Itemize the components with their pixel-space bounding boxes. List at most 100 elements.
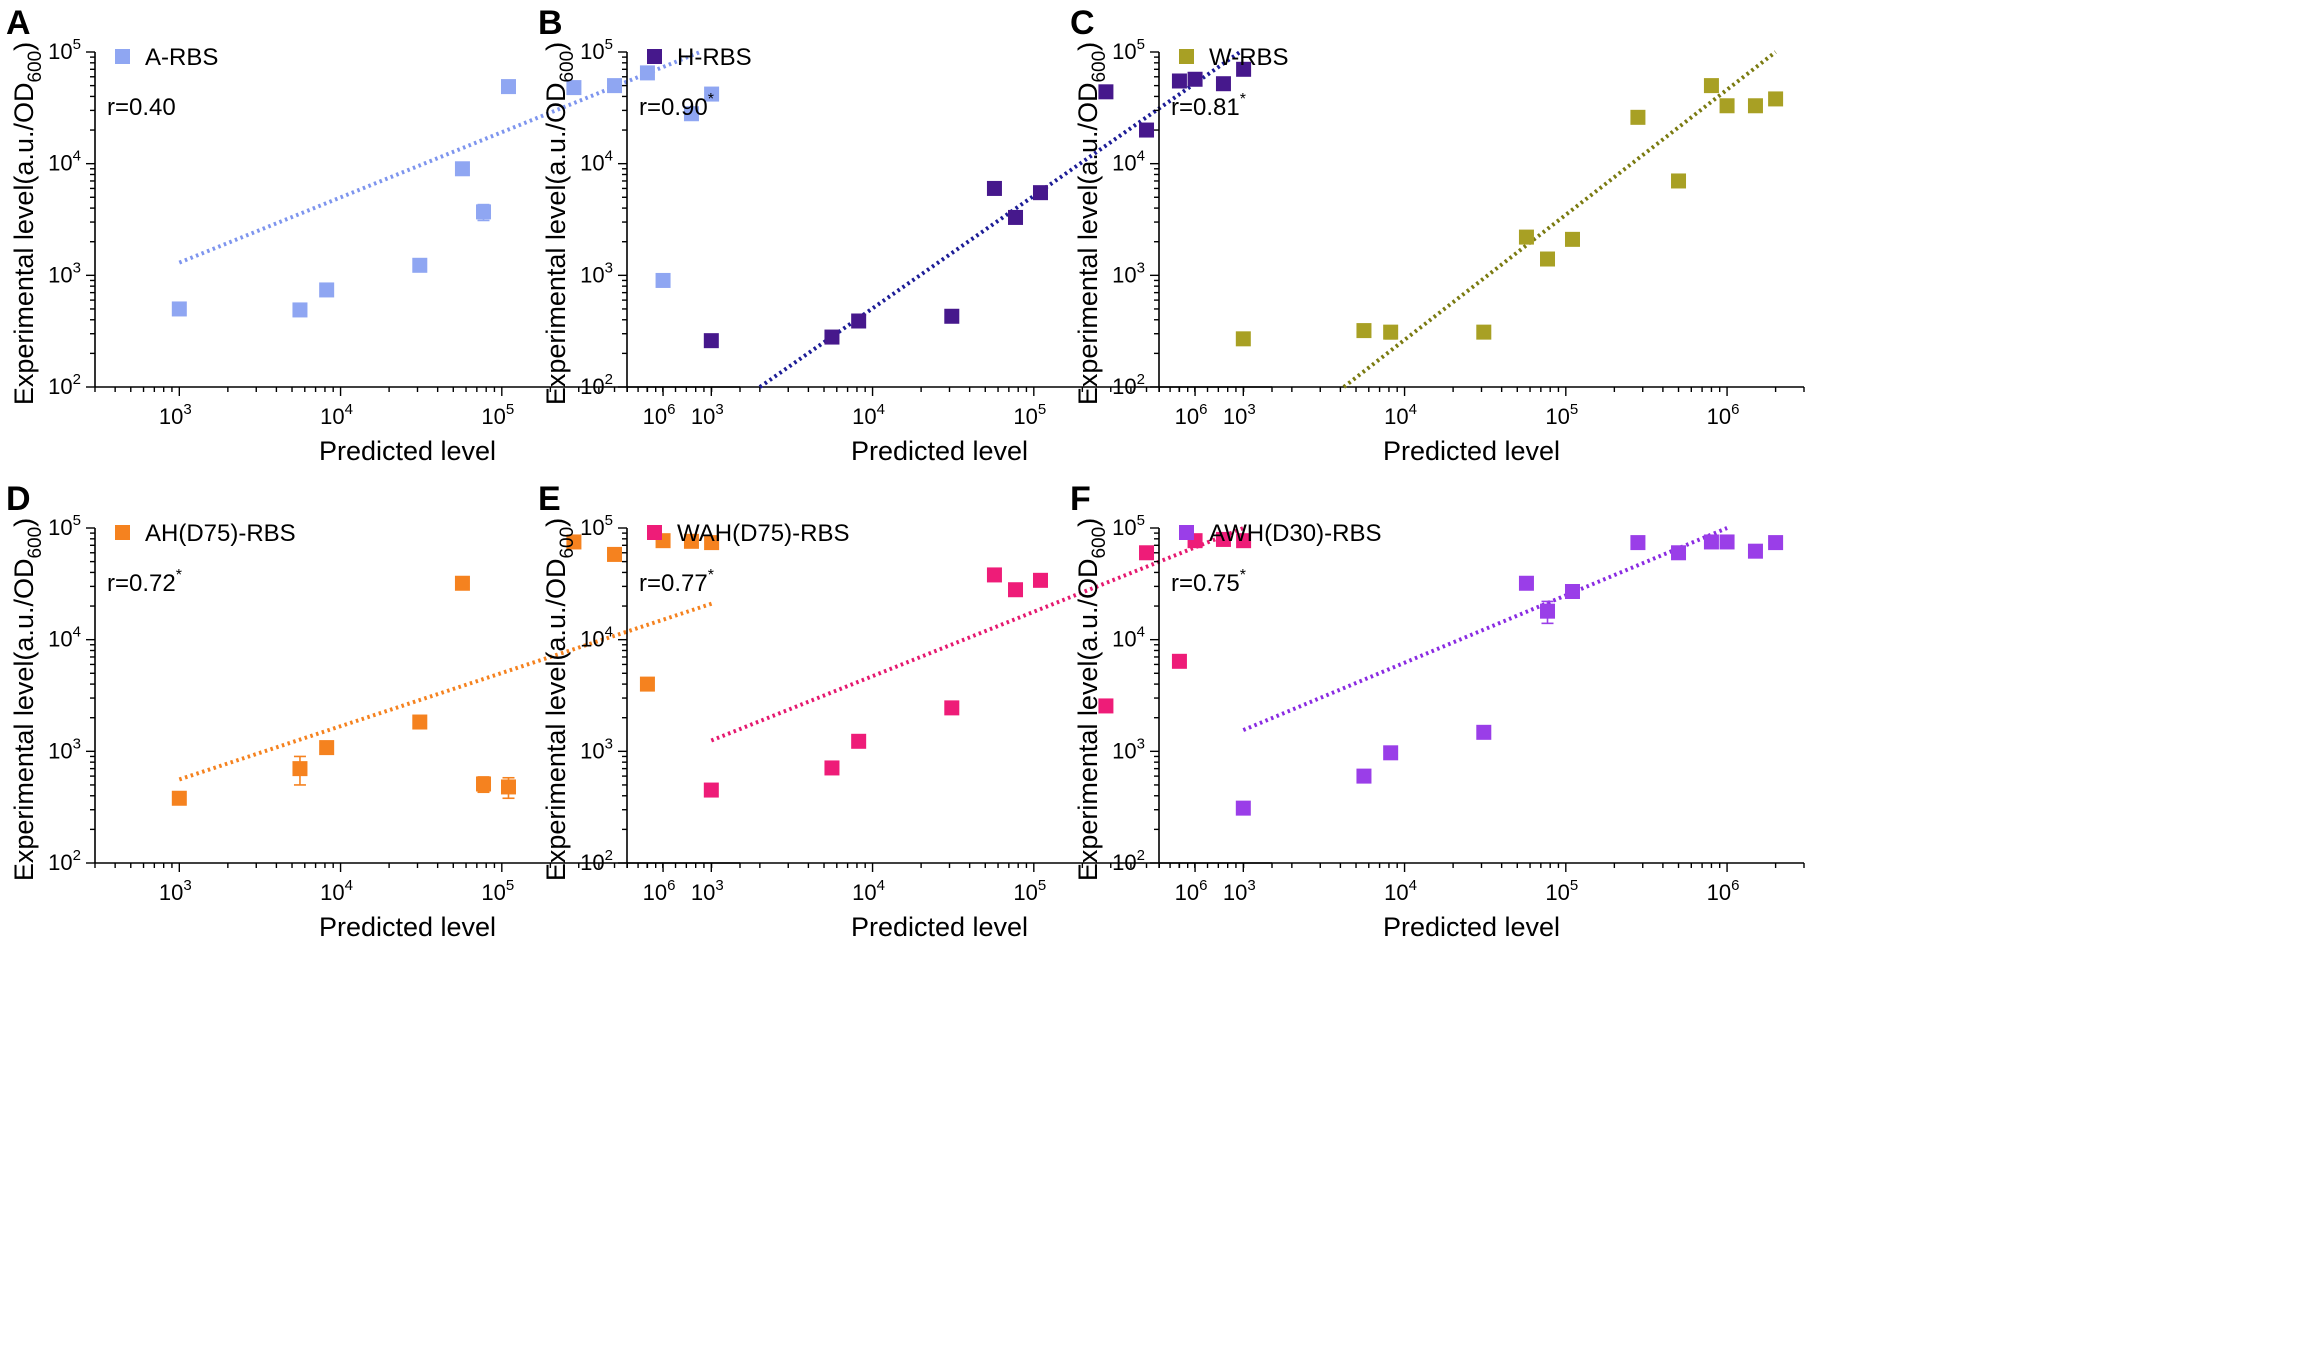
data-point bbox=[1171, 73, 1187, 89]
data-point bbox=[944, 700, 960, 716]
data-point bbox=[292, 302, 308, 318]
y-tick-label: 104 bbox=[1112, 624, 1145, 652]
y-tick-label: 105 bbox=[48, 512, 81, 540]
y-tick-label: 102 bbox=[48, 371, 81, 399]
data-point bbox=[454, 575, 470, 591]
x-tick-label: 106 bbox=[643, 877, 676, 905]
data-point bbox=[704, 86, 720, 102]
legend-marker bbox=[647, 49, 662, 64]
data-point bbox=[476, 204, 492, 220]
y-tick-label: 102 bbox=[580, 371, 613, 399]
chart-svg: 103 104 105 106 102 103 104 105 Predicted level E… bbox=[541, 512, 1273, 942]
x-tick-label: 106 bbox=[1707, 877, 1740, 905]
x-tick-label: 104 bbox=[1384, 877, 1417, 905]
y-tick-label: 102 bbox=[48, 847, 81, 875]
legend-marker bbox=[647, 525, 662, 540]
data-point bbox=[986, 567, 1002, 583]
y-tick-label: 103 bbox=[48, 259, 81, 287]
data-point bbox=[1356, 323, 1372, 339]
data-point bbox=[1139, 122, 1155, 138]
y-axis-label: Experimental level(a.u./OD600) bbox=[541, 42, 578, 405]
data-point bbox=[1008, 209, 1024, 225]
legend-marker bbox=[1179, 49, 1194, 64]
r-value: r=0.90* bbox=[639, 91, 714, 121]
data-point bbox=[319, 740, 335, 756]
x-tick-label: 105 bbox=[481, 877, 514, 905]
y-axis-label: Experimental level(a.u./OD600) bbox=[1073, 518, 1110, 881]
y-tick-label: 103 bbox=[48, 735, 81, 763]
data-point bbox=[1671, 173, 1687, 189]
panel-F: F 103 104 105 106 102 103 104 105 Predicted leve… bbox=[1064, 476, 1836, 1161]
data-point bbox=[412, 257, 428, 273]
data-point bbox=[683, 106, 699, 122]
data-point bbox=[1630, 109, 1646, 125]
x-tick-label: 104 bbox=[852, 877, 885, 905]
data-point bbox=[851, 313, 867, 329]
data-point bbox=[986, 180, 1002, 196]
panel-C: C 103 104 105 106 102 103 104 105 Predicted leve… bbox=[1064, 0, 1836, 685]
data-point bbox=[412, 714, 428, 730]
data-point bbox=[171, 790, 187, 806]
x-tick-label: 105 bbox=[1013, 401, 1046, 429]
y-axis-label: Experimental level(a.u./OD600) bbox=[9, 518, 46, 881]
x-tick-label: 104 bbox=[1384, 401, 1417, 429]
x-tick-label: 106 bbox=[1175, 877, 1208, 905]
legend-label: W-RBS bbox=[1209, 44, 1289, 71]
x-tick-label: 106 bbox=[1707, 401, 1740, 429]
y-tick-label: 105 bbox=[48, 36, 81, 64]
data-point bbox=[1098, 84, 1114, 100]
x-tick-label: 105 bbox=[1545, 877, 1578, 905]
y-tick-label: 102 bbox=[1112, 371, 1145, 399]
data-point bbox=[1235, 331, 1251, 347]
data-point bbox=[1540, 603, 1556, 619]
x-tick-label: 104 bbox=[852, 401, 885, 429]
data-point bbox=[1518, 575, 1534, 591]
data-point bbox=[319, 282, 335, 298]
legend-marker bbox=[1179, 525, 1194, 540]
data-point bbox=[1630, 535, 1646, 551]
data-point bbox=[292, 761, 308, 777]
y-axis-label: Experimental level(a.u./OD600) bbox=[9, 42, 46, 405]
data-point bbox=[655, 272, 671, 288]
data-point bbox=[607, 546, 623, 562]
x-tick-label: 103 bbox=[691, 877, 724, 905]
y-tick-label: 105 bbox=[1112, 512, 1145, 540]
data-point bbox=[1476, 724, 1492, 740]
panel-letter: C bbox=[1070, 4, 1095, 42]
data-point bbox=[1356, 768, 1372, 784]
chart-svg: 103 104 105 106 102 103 104 105 Predicted level E… bbox=[9, 36, 741, 466]
data-point bbox=[1139, 545, 1155, 561]
panel-A: A 103 104 105 106 102 103 104 105 Predicted leve… bbox=[0, 0, 772, 685]
r-value: r=0.72* bbox=[107, 567, 182, 597]
data-point bbox=[639, 65, 655, 81]
data-point bbox=[1008, 582, 1024, 598]
x-tick-label: 103 bbox=[159, 401, 192, 429]
data-point bbox=[1564, 231, 1580, 247]
data-point bbox=[1747, 98, 1763, 114]
data-point bbox=[1719, 534, 1735, 550]
data-point bbox=[1236, 61, 1252, 77]
x-axis-label: Predicted level bbox=[1383, 912, 1560, 942]
x-axis-label: Predicted level bbox=[1383, 436, 1560, 466]
x-tick-label: 106 bbox=[1175, 401, 1208, 429]
data-point bbox=[566, 534, 582, 550]
x-axis-label: Predicted level bbox=[851, 912, 1028, 942]
y-tick-label: 103 bbox=[1112, 259, 1145, 287]
data-point bbox=[500, 79, 516, 95]
x-tick-label: 105 bbox=[1545, 401, 1578, 429]
data-point bbox=[476, 776, 492, 792]
data-point bbox=[1383, 745, 1399, 761]
y-tick-label: 103 bbox=[580, 735, 613, 763]
y-tick-label: 104 bbox=[1112, 148, 1145, 176]
y-tick-label: 104 bbox=[48, 148, 81, 176]
panel-B: B 103 104 105 106 102 103 104 105 Predicted leve… bbox=[532, 0, 1304, 685]
data-point bbox=[1518, 229, 1534, 245]
data-point bbox=[454, 161, 470, 177]
data-point bbox=[683, 533, 699, 549]
data-point bbox=[1187, 71, 1203, 87]
data-point bbox=[851, 733, 867, 749]
data-point bbox=[639, 676, 655, 692]
y-tick-label: 103 bbox=[580, 259, 613, 287]
y-tick-label: 105 bbox=[580, 36, 613, 64]
legend-label: AWH(D30)-RBS bbox=[1209, 520, 1381, 547]
